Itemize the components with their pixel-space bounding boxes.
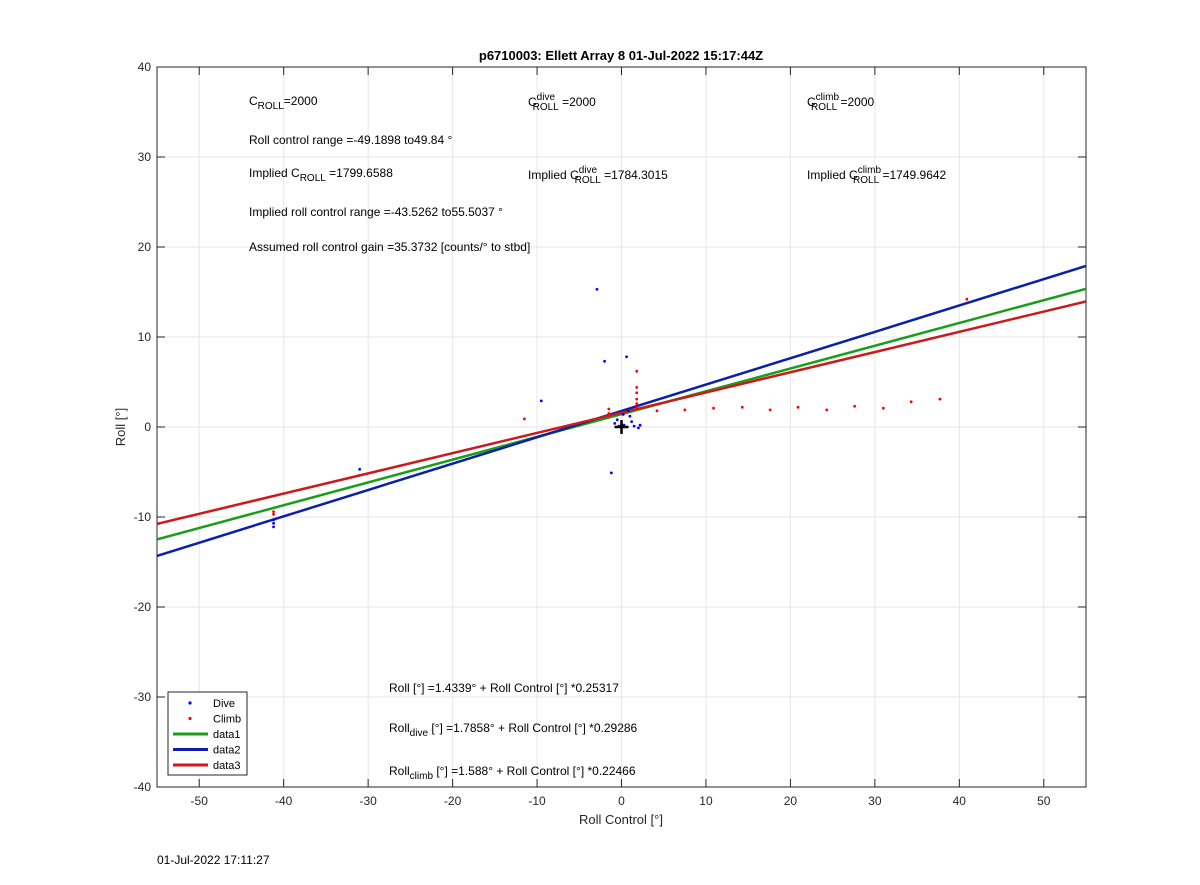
x-tick-label: 0	[618, 794, 625, 808]
chart-title: p6710003: Ellett Array 8 01-Jul-2022 15:…	[479, 48, 763, 63]
legend-label-data1: data1	[213, 729, 241, 741]
climb-point	[635, 391, 639, 395]
origin-marker	[614, 420, 629, 434]
annotation-implied: Implied CROLL =1799.6588	[249, 166, 393, 184]
tick-labels: -50 -40 -30 -20 -10 0 10 20 30 40 50 -40 -30 -20 -10 0 1…	[134, 60, 1086, 808]
dive-point	[628, 414, 632, 418]
annotation-c_roll_dive: Cdive ROLL =2000	[528, 92, 596, 113]
climb-point	[740, 405, 744, 409]
legend-marker-climb	[188, 716, 192, 721]
climb-point	[909, 400, 913, 404]
y-tick-label: 30	[138, 150, 152, 164]
x-tick-label: -30	[359, 794, 377, 808]
climb-point	[635, 386, 639, 389]
legend-label-climb: Climb	[213, 714, 241, 726]
fit-line-data2	[157, 264, 1086, 558]
x-tick-label: 40	[953, 794, 967, 808]
annotation-implied_dive: Implied Cdive ROLL =1784.3015	[528, 165, 668, 186]
annotations: CROLL=2000 Cdive ROLL =2000 Cclimb ROLL =200…	[249, 92, 947, 782]
annotation-fit_climb: Rollclimb [°] =1.588° + Roll Control [°]…	[389, 764, 636, 782]
footer-timestamp: 01-Jul-2022 17:11:27	[157, 853, 270, 867]
annotation-fit_all: Roll [°] =1.4339° + Roll Control [°] *0.…	[389, 681, 619, 695]
x-tick-label: -20	[444, 794, 462, 808]
dive-point	[358, 467, 362, 471]
climb-point	[635, 405, 639, 409]
climb-point	[881, 406, 885, 410]
x-tick-label: 30	[868, 794, 882, 808]
dive-point	[539, 399, 543, 403]
y-tick-label: -30	[134, 690, 152, 704]
annotation-range: Roll control range =-49.1898 to49.84 °	[249, 133, 452, 147]
dive-point	[613, 422, 617, 425]
dive-point	[609, 471, 613, 475]
y-tick-label: -10	[134, 510, 152, 524]
fit-lines	[157, 264, 1086, 558]
dive-point	[625, 355, 628, 359]
legend-label-dive: Dive	[213, 698, 235, 710]
y-tick-label: 10	[138, 330, 152, 344]
dive-point	[638, 423, 642, 427]
climb-point	[272, 512, 275, 516]
climb-point	[796, 405, 800, 409]
climb-point	[712, 406, 715, 410]
annotation-c_roll: CROLL=2000	[249, 94, 318, 112]
annotation-fit_dive: Rolldive [°] =1.7858° + Roll Control [°]…	[389, 721, 638, 739]
y-tick-label: -40	[134, 780, 152, 794]
annotation-implied_climb: Implied Cclimb ROLL =1749.9642	[807, 165, 947, 186]
climb-point	[853, 404, 856, 408]
climb-point	[655, 409, 659, 413]
y-tick-label: 40	[138, 60, 152, 74]
x-tick-label: -50	[191, 794, 209, 808]
dive-point	[626, 409, 630, 413]
data-points	[272, 287, 969, 529]
dive-point	[630, 420, 634, 423]
fit-line-data1	[157, 287, 1086, 541]
dive-point	[272, 521, 275, 525]
annotation-implied_range: Implied roll control range =-43.5262 to5…	[249, 205, 503, 219]
x-tick-label: 50	[1037, 794, 1051, 808]
climb-point	[522, 417, 526, 421]
fit-line-data3	[157, 300, 1086, 526]
legend-label-data2: data2	[213, 745, 241, 757]
dive-point	[636, 426, 640, 430]
legend: Dive Climb data1 data2 data3	[167, 691, 248, 776]
climb-point	[272, 510, 275, 513]
climb-point	[607, 412, 611, 415]
climb-point	[825, 408, 829, 412]
dive-point	[603, 359, 607, 363]
climb-point	[683, 408, 687, 412]
dive-point	[272, 525, 275, 529]
climb-point	[607, 407, 611, 411]
annotation-gain: Assumed roll control gain =35.3732 [coun…	[249, 240, 530, 254]
y-tick-label: 20	[138, 240, 152, 254]
dive-point	[632, 424, 636, 428]
x-tick-label: -10	[528, 794, 546, 808]
climb-point	[768, 408, 772, 412]
dive-point	[615, 418, 619, 422]
annotation-c_roll_climb: Cclimb ROLL =2000	[807, 92, 875, 113]
y-axis-label: Roll [°]	[113, 408, 128, 446]
dive-point	[595, 287, 599, 291]
dive-point	[621, 413, 625, 416]
climb-point	[635, 397, 639, 401]
dive-point	[272, 518, 275, 522]
x-axis-label: Roll Control [°]	[579, 812, 663, 827]
x-tick-label: -40	[275, 794, 293, 808]
y-tick-label: -20	[134, 600, 152, 614]
climb-point	[938, 397, 942, 401]
climb-point	[965, 297, 969, 301]
legend-marker-dive	[188, 701, 192, 705]
climb-point	[635, 369, 639, 373]
y-tick-label: 0	[144, 420, 151, 434]
x-tick-label: 20	[784, 794, 798, 808]
climb-point	[635, 402, 639, 405]
legend-label-data3: data3	[213, 760, 241, 772]
x-tick-label: 10	[699, 794, 713, 808]
